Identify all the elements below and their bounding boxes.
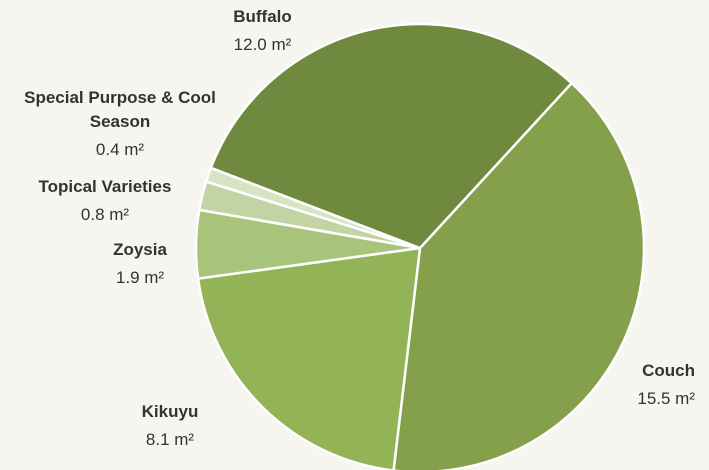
- pie-slice: [209, 22, 574, 250]
- category-name: Special Purpose & Cool Season: [24, 88, 216, 131]
- pie-slice: [196, 246, 422, 470]
- slice-label: Topical Varieties 0.8 m²: [10, 175, 200, 227]
- pie-slice: [392, 81, 646, 470]
- slice-label: Couch 15.5 m²: [637, 359, 695, 411]
- category-name: Topical Varieties: [38, 177, 172, 196]
- category-name: Couch: [642, 361, 695, 380]
- value-label: 12.0 m²: [233, 35, 292, 54]
- category-name: Buffalo: [233, 7, 292, 26]
- category-name: Kikuyu: [141, 402, 199, 421]
- value-label: 0.4 m²: [95, 140, 145, 159]
- slice-label: Special Purpose & Cool Season 0.4 m²: [20, 86, 220, 162]
- slice-label: Buffalo 12.0 m²: [180, 5, 345, 57]
- value-label: 15.5 m²: [637, 389, 695, 408]
- slice-label: Zoysia 1.9 m²: [80, 238, 200, 290]
- value-label: 0.8 m²: [80, 205, 130, 224]
- slice-label: Kikuyu 8.1 m²: [100, 400, 240, 452]
- category-name: Zoysia: [113, 240, 167, 259]
- value-label: 8.1 m²: [145, 430, 195, 449]
- value-label: 1.9 m²: [115, 268, 165, 287]
